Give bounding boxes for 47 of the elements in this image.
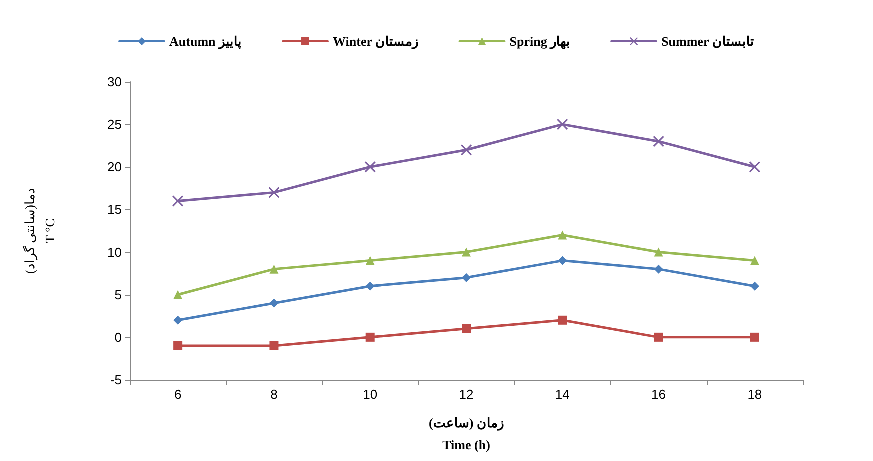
point bbox=[750, 332, 760, 342]
point bbox=[364, 162, 376, 173]
point bbox=[174, 290, 183, 300]
point bbox=[654, 248, 664, 257]
y-tick-label: 5 bbox=[114, 287, 122, 302]
point bbox=[366, 332, 375, 342]
point bbox=[654, 332, 664, 342]
point bbox=[558, 256, 568, 266]
y-tick-label: 10 bbox=[108, 244, 122, 260]
y-tick-label: 30 bbox=[108, 74, 122, 90]
point bbox=[558, 316, 568, 325]
point bbox=[270, 341, 279, 350]
y-tick-label: 20 bbox=[108, 160, 122, 175]
x-tick-label: 12 bbox=[459, 387, 474, 402]
legend-label: Autumn پاییز bbox=[170, 34, 242, 50]
x-tick-label: 8 bbox=[270, 387, 278, 402]
x-tick-label: 6 bbox=[174, 387, 182, 402]
x-tick-label: 10 bbox=[363, 387, 378, 402]
point bbox=[462, 273, 471, 282]
point bbox=[174, 316, 183, 325]
legend-label: Winter زمستان bbox=[333, 34, 419, 50]
point bbox=[749, 162, 760, 173]
point bbox=[557, 119, 568, 130]
y-tick-label: 15 bbox=[108, 202, 122, 218]
point bbox=[172, 196, 184, 207]
point bbox=[462, 324, 471, 334]
point bbox=[462, 248, 471, 257]
point bbox=[558, 230, 568, 240]
point bbox=[270, 264, 279, 274]
point bbox=[366, 282, 375, 291]
point bbox=[270, 298, 279, 308]
point bbox=[654, 264, 664, 274]
point bbox=[461, 144, 472, 156]
point bbox=[750, 282, 760, 291]
x-tick-label: 14 bbox=[555, 387, 570, 402]
point bbox=[750, 256, 760, 266]
legend-label: Spring بهار bbox=[510, 34, 571, 50]
x-tick-label: 16 bbox=[652, 387, 666, 402]
x-tick-label: 18 bbox=[748, 387, 762, 402]
y-tick-label: -5 bbox=[110, 372, 122, 388]
point bbox=[174, 341, 183, 350]
point bbox=[268, 187, 280, 198]
point bbox=[366, 256, 375, 266]
point bbox=[653, 136, 664, 148]
legend-label: Summer تابستان bbox=[662, 34, 754, 49]
y-tick-label: 0 bbox=[114, 330, 122, 345]
y-tick-label: 25 bbox=[108, 117, 122, 132]
